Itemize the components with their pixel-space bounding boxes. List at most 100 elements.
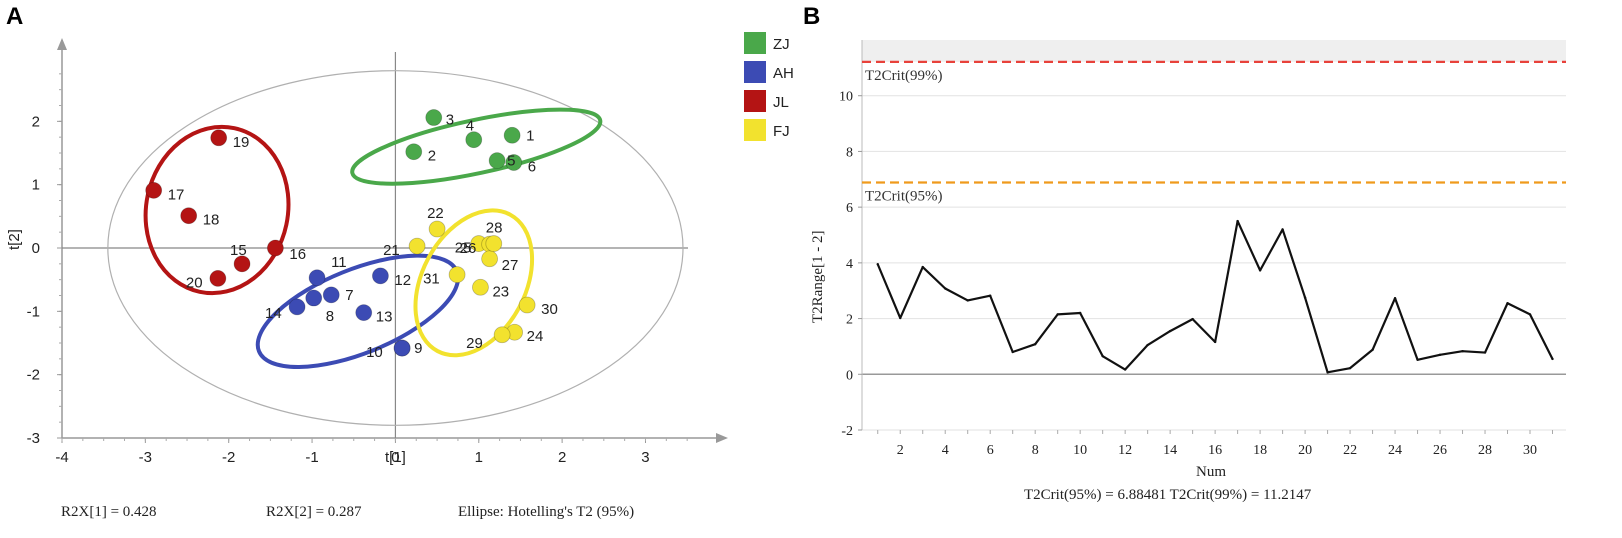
- score-plot-axes: [57, 38, 728, 443]
- data-point-fj: [408, 237, 426, 255]
- data-point-ah: [393, 339, 411, 357]
- x-tick-label-b: 8: [1032, 443, 1039, 458]
- x-tick-label-b: 18: [1253, 443, 1267, 458]
- t2range-point: [1348, 366, 1352, 370]
- group-ellipse-zj: [350, 107, 603, 186]
- t2range-plot: T2Crit(99%)T2Crit(95%) 2 4 6 8 10 12 14 16 18 20 2…: [839, 40, 1566, 458]
- data-point-jl: [180, 207, 198, 225]
- r2x1-text: R2X[1] = 0.428: [61, 504, 157, 520]
- point-label: 3: [446, 112, 454, 129]
- t2range-point: [1528, 313, 1532, 316]
- panel-a-label: A: [6, 3, 23, 30]
- t2range-point: [921, 265, 924, 269]
- y-tick-label-a: 2: [32, 113, 40, 130]
- t2range-point: [989, 294, 992, 297]
- data-point-jl: [266, 239, 284, 257]
- point-label: 20: [186, 274, 203, 291]
- score-plot-points: [145, 109, 536, 357]
- point-label: 4: [466, 118, 474, 135]
- t2range-point: [966, 299, 969, 302]
- point-label: 10: [366, 344, 383, 361]
- point-label: 8: [326, 308, 334, 325]
- x-tick-label-b: 28: [1478, 443, 1492, 458]
- data-point-ah: [322, 286, 340, 304]
- data-point-fj: [518, 296, 536, 314]
- y-axis-label-b: T2Range[1 - 2]: [810, 231, 826, 323]
- point-label: 18: [203, 212, 220, 229]
- data-point-fj: [448, 266, 466, 284]
- point-label: 16: [289, 246, 306, 263]
- t2range-point: [1101, 354, 1104, 358]
- legend-label-fj: FJ: [773, 123, 790, 140]
- x-tick-label-b: 16: [1208, 443, 1222, 458]
- threshold-label: T2Crit(99%): [865, 68, 942, 84]
- x-tick-label-a: -3: [139, 449, 152, 466]
- hotelling-ellipse: [107, 70, 684, 426]
- t2range-point: [1236, 219, 1239, 223]
- data-point-ah: [372, 267, 389, 285]
- t2range-point: [1303, 296, 1307, 299]
- t2range-point: [1213, 340, 1217, 344]
- data-point-ah: [308, 269, 326, 287]
- point-label: 30: [541, 301, 558, 318]
- point-label: 25: [455, 240, 472, 257]
- t2range-point: [1168, 329, 1172, 333]
- t2range-thresholds: T2Crit(99%) T2Crit(95%): [862, 60, 1566, 204]
- t2range-point: [1078, 311, 1082, 315]
- data-point-fj: [428, 220, 446, 238]
- data-point-jl: [145, 181, 163, 199]
- point-label: 13: [376, 309, 393, 326]
- t2range-series: [876, 219, 1554, 374]
- y-tick-label-b: 0: [846, 368, 853, 383]
- data-point-jl: [210, 129, 228, 147]
- x-tick-label-b: 22: [1343, 443, 1357, 458]
- y-tick-label-a: 0: [32, 240, 40, 257]
- data-point-zj: [503, 126, 521, 144]
- t2crit-footer-text: T2Crit(95%) = 6.88481 T2Crit(99%) = 11.2…: [1024, 487, 1312, 503]
- t2range-line: [876, 219, 1554, 374]
- data-point-ah: [355, 304, 373, 322]
- point-label: 23: [492, 283, 509, 300]
- point-label: 31: [423, 271, 440, 288]
- critical-region-shade: [862, 40, 1566, 62]
- x-tick-label-a: 3: [641, 449, 649, 466]
- t2range-point: [1461, 349, 1464, 353]
- r2x2-text: R2X[2] = 0.287: [266, 504, 362, 520]
- x-tick-label-b: 14: [1163, 443, 1177, 458]
- y-tick-label-a: -3: [27, 430, 40, 447]
- t2range-point: [944, 287, 947, 290]
- legend-swatch-jl: [744, 90, 766, 112]
- threshold-label: T2Crit(95%): [865, 188, 942, 204]
- point-label: 14: [265, 305, 282, 322]
- point-label: 15: [230, 242, 247, 259]
- ellipse-note-text: Ellipse: Hotelling's T2 (95%): [458, 504, 634, 520]
- x-tick-label-b: 26: [1433, 443, 1447, 458]
- x-axis-label-a: t[1]: [385, 449, 406, 466]
- legend-swatch-fj: [744, 119, 766, 141]
- x-tick-label-b: 10: [1073, 443, 1087, 458]
- point-label: 24: [527, 328, 544, 345]
- legend-label-ah: AH: [773, 65, 794, 82]
- point-label: 22: [427, 205, 444, 222]
- data-point-ah: [305, 289, 323, 307]
- x-tick-label-b: 2: [897, 443, 904, 458]
- y-tick-label-b: 6: [846, 201, 853, 216]
- point-label: 1: [526, 127, 534, 144]
- point-label: 29: [466, 335, 483, 352]
- y-tick-label-a: -1: [27, 303, 40, 320]
- point-label: 17: [168, 186, 185, 203]
- y-tick-label-b: -2: [841, 424, 853, 439]
- x-tick-label-a: -2: [222, 449, 235, 466]
- x-tick-label-a: 0: [391, 449, 399, 466]
- t2range-point: [876, 263, 879, 266]
- x-tick-label-b: 20: [1298, 443, 1312, 458]
- point-label: 19: [233, 134, 250, 151]
- point-label: 6: [528, 159, 536, 176]
- t2range-point: [1416, 358, 1419, 361]
- point-label: 21: [383, 242, 400, 259]
- data-point-fj: [481, 250, 499, 268]
